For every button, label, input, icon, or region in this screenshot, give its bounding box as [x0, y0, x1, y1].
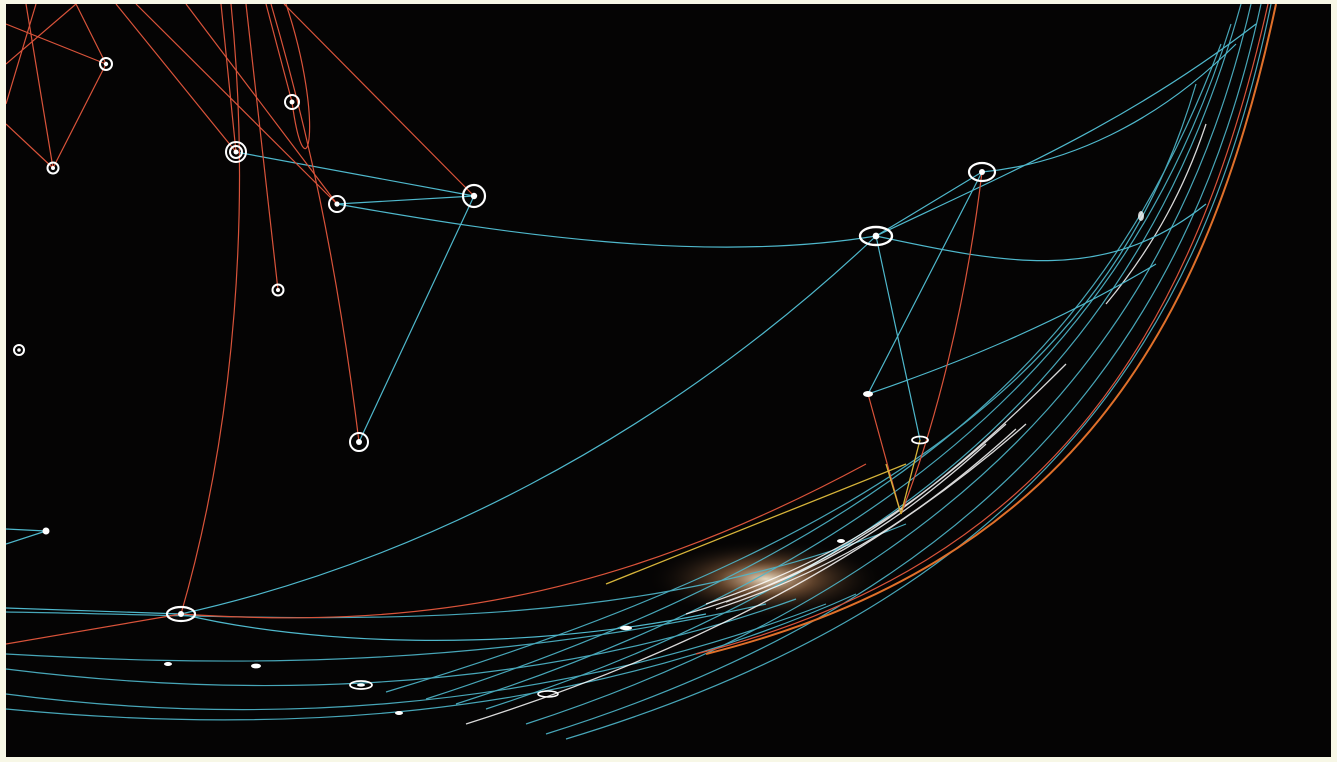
node — [858, 225, 894, 247]
network-nodes — [13, 57, 1144, 715]
node — [1138, 211, 1144, 221]
network-globe-illustration — [6, 4, 1277, 740]
node — [165, 605, 197, 623]
node — [620, 625, 632, 631]
image-frame — [6, 4, 1331, 757]
node — [13, 344, 25, 356]
node — [863, 391, 873, 397]
node — [99, 57, 113, 71]
network-links-red — [6, 4, 983, 645]
node — [349, 432, 369, 452]
node — [537, 690, 559, 698]
node — [284, 94, 300, 110]
node — [46, 161, 60, 175]
network-links-cyan — [6, 23, 1257, 641]
globe-rim-orange-lines — [695, 4, 1277, 655]
node — [42, 527, 50, 535]
node — [461, 183, 487, 209]
node — [837, 539, 845, 543]
node — [967, 161, 997, 183]
globe-rim-cyan-lines — [6, 4, 1272, 740]
node — [251, 663, 261, 669]
node — [911, 435, 929, 445]
node — [349, 680, 373, 690]
node-large — [225, 141, 247, 163]
node — [164, 662, 172, 666]
network-links-yellow — [605, 439, 921, 585]
node — [271, 283, 285, 297]
node — [328, 195, 346, 213]
node — [395, 711, 403, 715]
